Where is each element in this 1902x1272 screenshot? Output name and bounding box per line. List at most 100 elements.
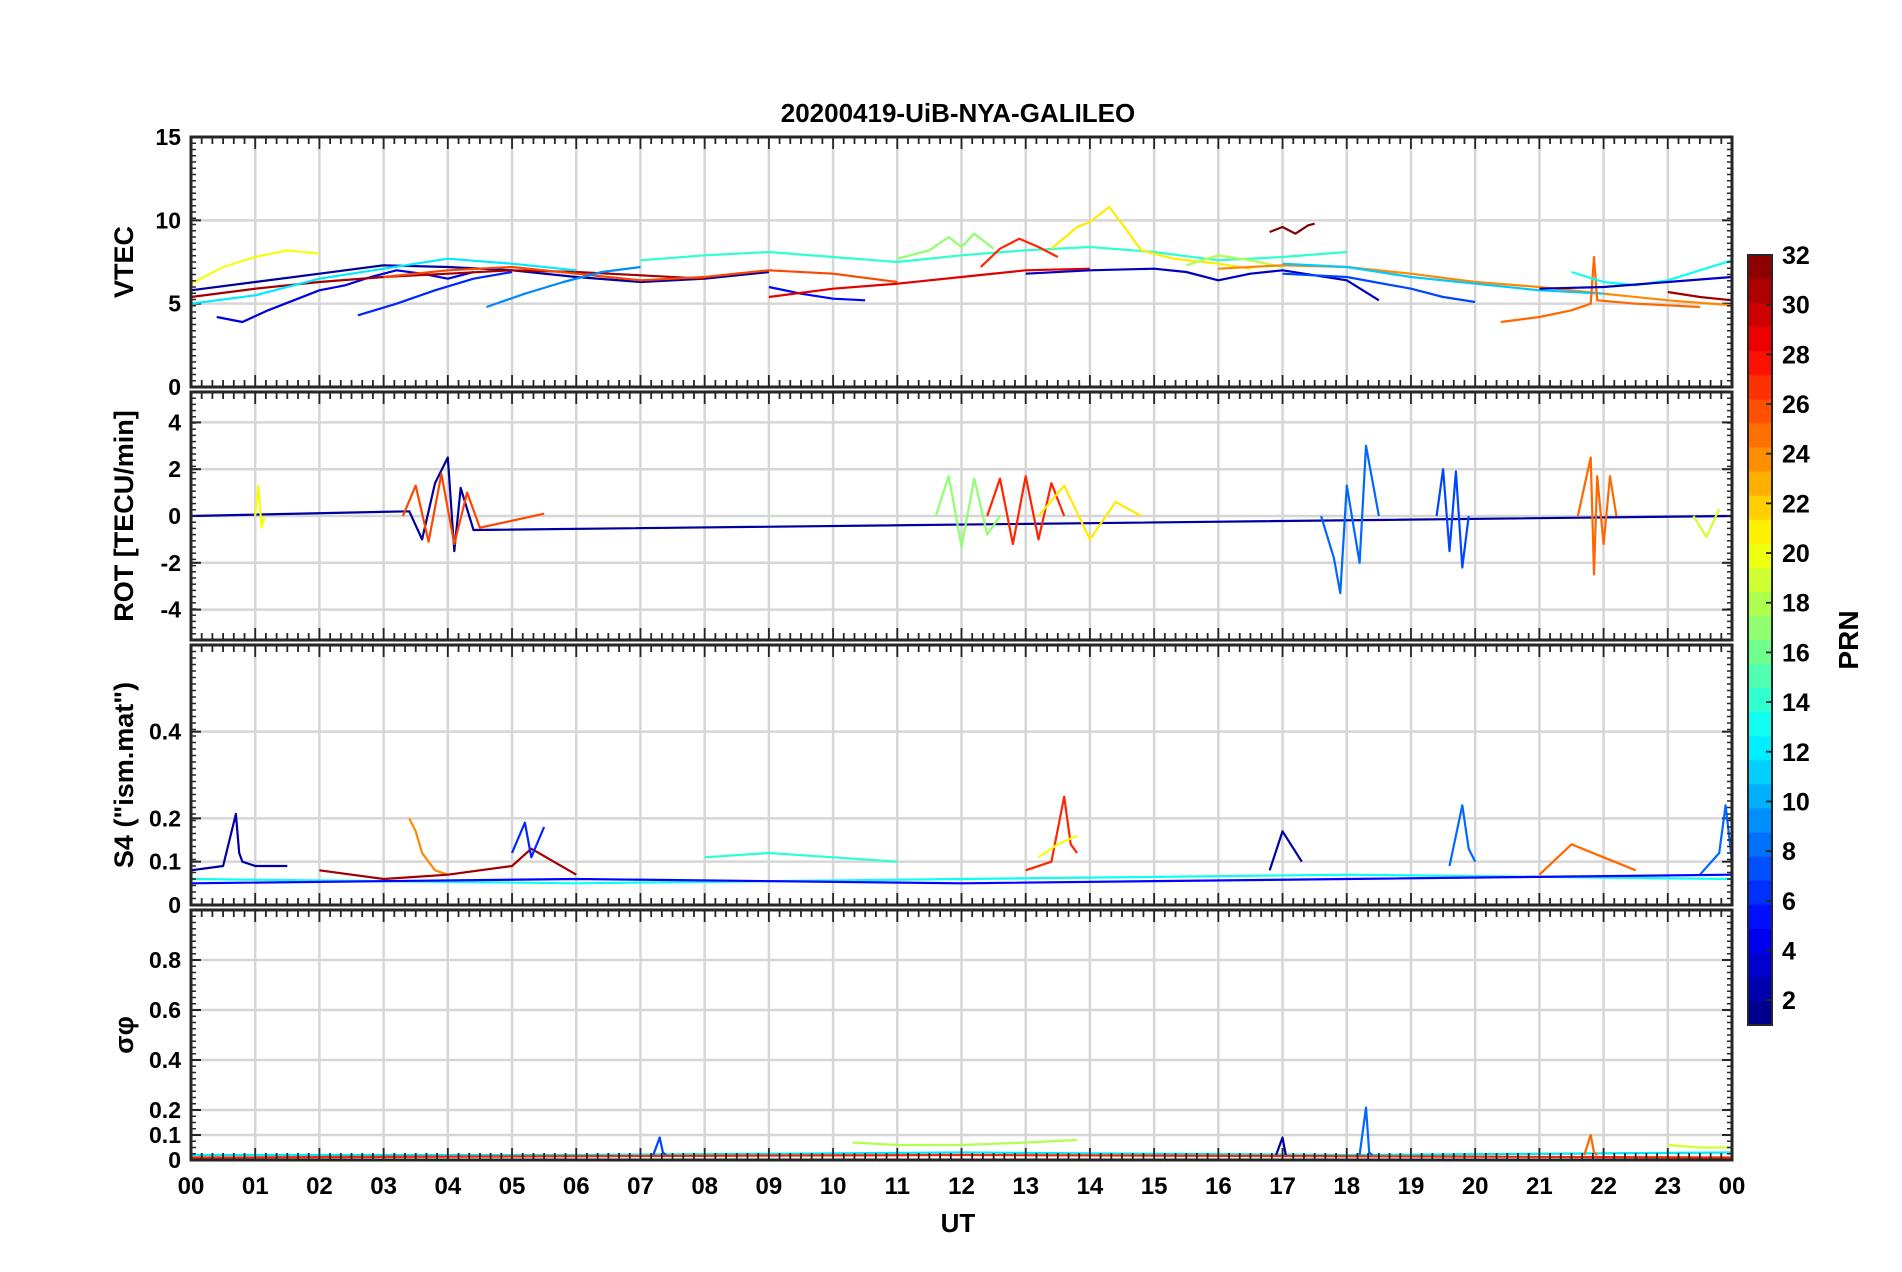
series-line-prn-2: [1275, 1136, 1287, 1156]
series-line-prn-24: [408, 817, 449, 876]
x-tick-label: 16: [1205, 1173, 1232, 1200]
y-tick-label: 0.1: [149, 1122, 181, 1148]
series-line-prn-2: [190, 456, 1733, 553]
series-line-prn-25: [1583, 1133, 1598, 1156]
series-line-prn-7: [1282, 272, 1476, 304]
x-tick-label: 00: [178, 1173, 205, 1200]
y-tick-label: 0: [168, 503, 181, 529]
x-tick-label: 18: [1333, 1173, 1360, 1200]
series-line-prn-26: [383, 265, 898, 284]
colorbar-segment: [1748, 327, 1772, 352]
colorbar-tick-label: 24: [1782, 441, 1810, 469]
series-line-prn-32: [1269, 222, 1315, 235]
colorbar-segment: [1748, 591, 1772, 617]
colorbar-frame: [1747, 254, 1773, 1026]
x-tick-label: 08: [691, 1173, 718, 1200]
y-tick-label: -2: [161, 550, 181, 576]
colorbar-segment: [1748, 904, 1772, 930]
series-line-prn-25: [1500, 255, 1700, 324]
y-axis-label-vtec: VTEC: [109, 226, 139, 298]
series-line-prn-31: [1667, 290, 1733, 302]
panel-s4: 0 0.1 0.2 0.4 S4 ("ism.mat"): [109, 643, 1734, 918]
x-tick-label: 07: [627, 1173, 654, 1200]
series-line-prn-17: [934, 475, 1001, 548]
colorbar-segment: [1748, 712, 1772, 737]
x-tick-label: 09: [756, 1173, 783, 1200]
colorbar-segment: [1748, 255, 1772, 280]
colorbar-segment: [1748, 399, 1772, 425]
x-tick-label: 10: [820, 1173, 847, 1200]
y-tick-label: -4: [161, 597, 182, 623]
y-tick-label: 15: [155, 124, 181, 150]
x-axis-label: UT: [941, 1208, 976, 1238]
x-tick-label: 21: [1526, 1173, 1553, 1200]
colorbar-tick-label: 8: [1782, 838, 1796, 866]
series-line-prn-19: [1667, 1143, 1732, 1149]
x-axis: 00 01 02 03 04 05 06 07 08 09 10 11 12 13 14 15 16 17 18 19…: [178, 1173, 1746, 1200]
panel-rot: -4 -2 0 2 4 ROT [TECU/min]: [109, 390, 1734, 642]
colorbar-segment: [1748, 351, 1772, 376]
colorbar-segment: [1748, 664, 1772, 689]
y-tick-label: 0.4: [149, 1047, 181, 1073]
y-tick-label: 0: [168, 1147, 181, 1173]
colorbar-segment: [1748, 688, 1772, 713]
series-line-prn-5: [768, 285, 866, 302]
chart-title: 20200419-UiB-NYA-GALILEO: [781, 98, 1136, 128]
series-line-prn-31: [319, 847, 577, 881]
series-line-prn-2: [190, 812, 288, 872]
series-line-prn-14: [640, 245, 1347, 264]
series-line-prn-11: [1282, 262, 1604, 295]
series-line-prn-27: [980, 237, 1059, 268]
series-line-prn-29: [768, 267, 1090, 299]
colorbar-segment: [1748, 952, 1772, 978]
colorbar-segment: [1748, 279, 1772, 304]
series-line-prn-8: [1320, 444, 1380, 595]
colorbar-tick-label: 12: [1782, 739, 1810, 767]
x-tick-label: 12: [948, 1173, 975, 1200]
series-line-prn-26: [401, 472, 545, 546]
x-tick-label: 14: [1077, 1173, 1104, 1200]
series-line-prn-20: [190, 249, 320, 285]
series-line-prn-27: [1025, 795, 1078, 872]
x-tick-label: 05: [499, 1173, 526, 1200]
y-tick-label: 0: [168, 892, 181, 918]
colorbar-tick-label: 6: [1782, 888, 1796, 916]
series-line-prn-7: [1435, 468, 1470, 569]
y-axis-label-rot: ROT [TECU/min]: [109, 410, 139, 621]
colorbar-tick-label: 4: [1782, 937, 1796, 965]
colorbar-tick-label: 10: [1782, 788, 1810, 816]
series-group: [190, 795, 1734, 885]
x-tick-label: 19: [1398, 1173, 1425, 1200]
panel-vtec: 0 5 10 15 VTEC: [109, 124, 1734, 400]
colorbar-segment: [1748, 832, 1772, 858]
y-tick-label: 0: [168, 374, 181, 400]
x-tick-label: 06: [563, 1173, 590, 1200]
series-line-prn-17: [897, 232, 995, 260]
y-tick-label: 4: [168, 409, 181, 435]
colorbar-segment: [1748, 375, 1772, 400]
series-line-prn-9: [486, 265, 641, 309]
colorbar-tick-label: 2: [1782, 987, 1796, 1015]
series-line-prn-20: [254, 484, 266, 529]
colorbar-segment: [1748, 856, 1772, 882]
x-tick-label: 22: [1590, 1173, 1617, 1200]
colorbar-tick-label: 30: [1782, 292, 1810, 320]
y-tick-label: 2: [168, 456, 181, 482]
series-line-prn-27: [986, 475, 1066, 546]
y-axis-label-sigma: σφ: [109, 1016, 139, 1054]
y-tick-label: 0.6: [149, 997, 181, 1023]
series-line-prn-25: [1538, 843, 1637, 876]
y-tick-label: 0.2: [149, 1097, 181, 1123]
panel-frame: [189, 390, 1734, 642]
y-tick-label: 0.4: [149, 719, 181, 745]
colorbar-tick-label: 28: [1782, 341, 1810, 369]
series-line-prn-18: [852, 1138, 1078, 1147]
colorbar-segment: [1748, 447, 1772, 473]
series-group: [190, 205, 1733, 324]
series-line-prn-12: [190, 257, 577, 305]
colorbar-segment: [1748, 615, 1772, 641]
x-tick-label: 20: [1462, 1173, 1489, 1200]
colorbar-tick-label: 32: [1782, 242, 1810, 270]
